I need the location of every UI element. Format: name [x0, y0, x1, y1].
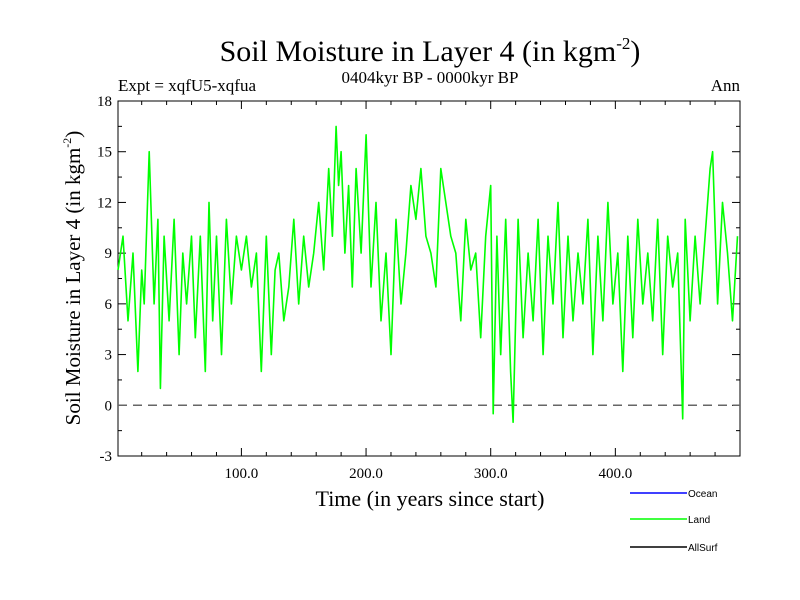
- y-tick-label: 15: [97, 145, 112, 161]
- y-tick-label: 18: [97, 94, 112, 110]
- chart-title-superscript: -2: [616, 34, 630, 53]
- legend-label-land: Land: [688, 515, 710, 526]
- y-tick-label: 3: [105, 348, 113, 364]
- y-tick-label: 6: [105, 297, 113, 313]
- y-axis-label-main: Soil Moisture in Layer 4 (in kgm: [61, 148, 85, 426]
- y-tick-label: 9: [105, 246, 113, 262]
- x-axis-label: Time (in years since start): [316, 486, 545, 511]
- y-axis: -3 0 3 6 9 12 15 18: [97, 94, 740, 465]
- x-tick-label: 200.0: [349, 466, 383, 482]
- experiment-label: Expt = xqfU5-xqfua: [118, 76, 256, 95]
- y-tick-label: -3: [100, 449, 113, 465]
- x-tick-label: 100.0: [225, 466, 259, 482]
- chart-title: Soil Moisture in Layer 4 (in kgm-2): [220, 34, 641, 68]
- x-axis: 100.0 200.0 300.0 400.0: [141, 101, 716, 482]
- legend-label-ocean: Ocean: [688, 489, 717, 500]
- season-label: Ann: [711, 76, 741, 95]
- chart-title-close: ): [630, 35, 640, 68]
- chart-title-main: Soil Moisture in Layer 4 (in kgm: [220, 35, 617, 68]
- y-tick-label: 0: [105, 398, 113, 414]
- series-line-land: [117, 125, 739, 424]
- x-tick-label: 300.0: [474, 466, 508, 482]
- chart-subtitle: 0404kyr BP - 0000kyr BP: [342, 68, 519, 87]
- legend-label-allsurf: AllSurf: [688, 543, 718, 554]
- y-axis-label-close: ): [61, 131, 85, 138]
- y-axis-label: Soil Moisture in Layer 4 (in kgm-2): [60, 131, 85, 426]
- y-tick-label: 12: [97, 195, 112, 211]
- legend: Ocean Land AllSurf: [630, 489, 718, 554]
- x-tick-label: 400.0: [598, 466, 632, 482]
- y-axis-label-superscript: -2: [60, 138, 74, 148]
